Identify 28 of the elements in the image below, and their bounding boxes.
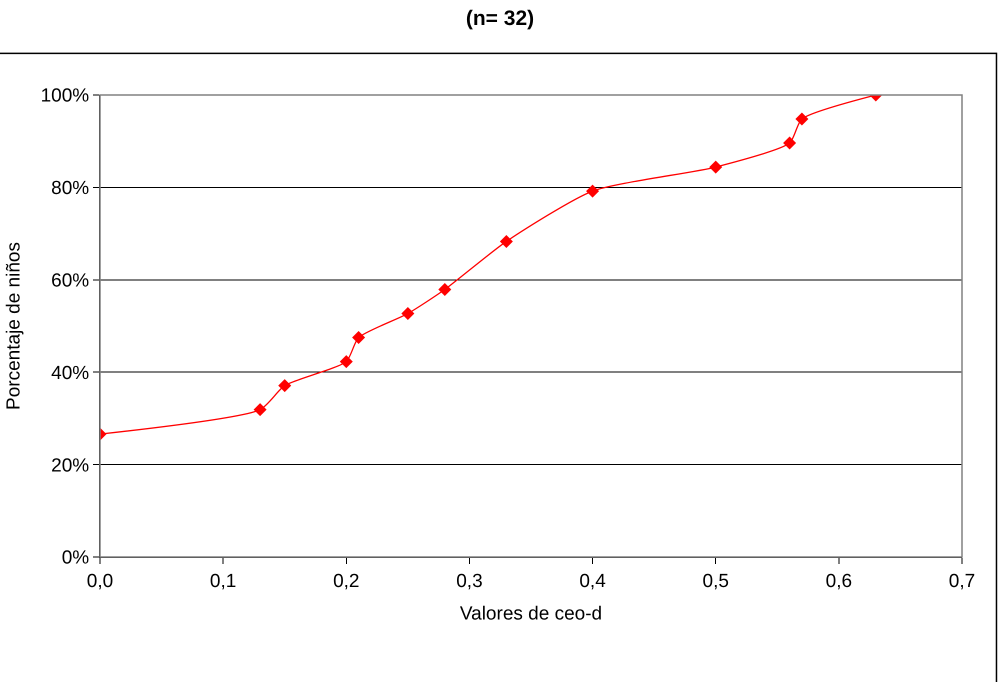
- point: [783, 136, 796, 150]
- point: [278, 379, 292, 392]
- x-tick-label: 0,5: [702, 570, 729, 592]
- point: [795, 112, 808, 126]
- x-tick-label: 0,0: [86, 570, 114, 592]
- x-tick-label: 0,6: [826, 570, 852, 592]
- x-tick-label: 0,2: [333, 570, 360, 592]
- x-tick-label: 0,4: [579, 570, 606, 592]
- x-tick-label: 0,1: [210, 570, 236, 592]
- y-tick-label: 0%: [62, 548, 90, 569]
- y-tick-label: 80%: [51, 178, 90, 200]
- x-axis-title: Valores de ceo-d: [460, 604, 602, 625]
- point: [401, 307, 414, 320]
- point: [340, 355, 353, 368]
- point: [254, 403, 267, 416]
- y-tick-label: 20%: [51, 455, 90, 476]
- point: [709, 160, 722, 174]
- y-tick-label: 100%: [40, 86, 90, 107]
- point: [352, 331, 366, 344]
- y-tick-label: 40%: [51, 362, 90, 384]
- y-axis-title: Porcentaje de niños: [3, 242, 24, 410]
- point: [438, 283, 452, 296]
- point: [586, 184, 600, 198]
- x-tick-label: 0,3: [456, 570, 483, 592]
- chart-title: (n= 32): [466, 6, 534, 30]
- y-tick-label: 60%: [51, 270, 90, 292]
- x-tick-label: 0,7: [948, 570, 976, 592]
- point: [500, 234, 513, 248]
